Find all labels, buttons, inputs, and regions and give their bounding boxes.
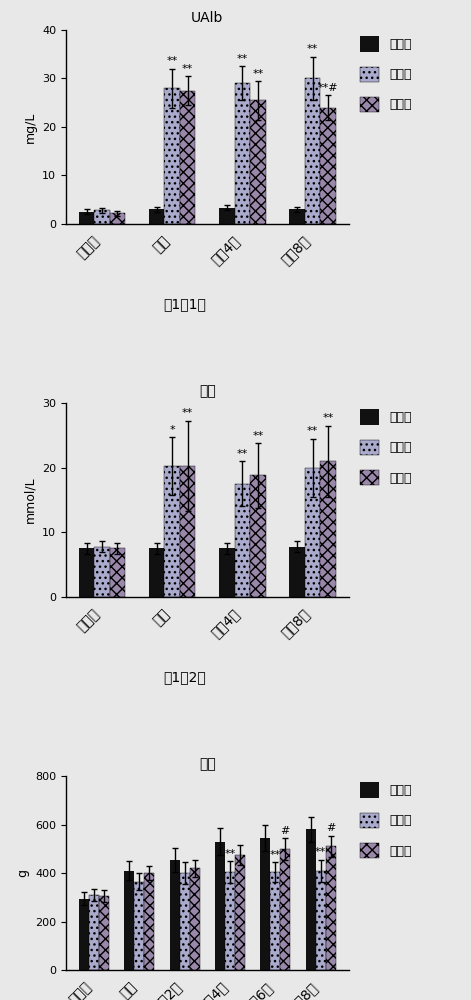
Bar xyxy=(215,842,225,970)
Bar xyxy=(164,88,180,224)
Bar xyxy=(235,855,245,970)
Text: **: ** xyxy=(252,431,263,441)
Bar xyxy=(250,100,266,224)
Bar xyxy=(110,548,125,597)
Bar xyxy=(99,896,109,970)
Bar xyxy=(280,849,290,970)
Text: #: # xyxy=(281,826,290,836)
Bar xyxy=(219,208,235,224)
Bar xyxy=(289,547,305,597)
Y-axis label: mmol/L: mmol/L xyxy=(24,477,37,523)
Text: *: * xyxy=(170,425,175,435)
Text: **: ** xyxy=(270,850,281,860)
Bar xyxy=(170,860,179,970)
Bar xyxy=(94,547,110,597)
Bar xyxy=(134,882,144,970)
Title: 体重: 体重 xyxy=(199,757,216,771)
Bar xyxy=(144,873,154,970)
Text: 图1（1）: 图1（1） xyxy=(163,297,206,311)
Text: **: ** xyxy=(182,408,193,418)
Bar xyxy=(235,484,250,597)
Bar xyxy=(250,475,266,597)
Text: **: ** xyxy=(307,426,318,436)
Bar xyxy=(305,78,320,224)
Bar xyxy=(235,83,250,224)
Text: **: ** xyxy=(182,64,193,74)
Bar xyxy=(219,548,235,597)
Bar xyxy=(79,899,89,970)
Bar xyxy=(320,108,336,224)
Bar xyxy=(189,868,200,970)
Bar xyxy=(180,466,195,597)
Bar xyxy=(149,548,164,597)
Text: **: ** xyxy=(252,69,263,79)
Legend: 正常组, 模型组, 治疗组: 正常组, 模型组, 治疗组 xyxy=(360,36,412,112)
Bar xyxy=(320,461,336,597)
Legend: 正常组, 模型组, 治疗组: 正常组, 模型组, 治疗组 xyxy=(360,782,412,858)
Text: **: ** xyxy=(237,54,248,64)
Title: 血糖: 血糖 xyxy=(199,384,216,398)
Bar xyxy=(124,871,134,970)
Bar xyxy=(305,468,320,597)
Bar xyxy=(306,829,316,970)
Bar xyxy=(179,873,189,970)
Bar xyxy=(326,846,336,970)
Text: **: ** xyxy=(307,44,318,54)
Bar xyxy=(260,838,270,970)
Bar xyxy=(79,212,94,224)
Bar xyxy=(164,466,180,597)
Bar xyxy=(289,209,305,224)
Text: **: ** xyxy=(322,413,333,423)
Bar xyxy=(110,213,125,224)
Text: **: ** xyxy=(167,56,178,66)
Bar xyxy=(180,91,195,224)
Text: **: ** xyxy=(224,849,236,859)
Bar xyxy=(225,872,235,970)
Y-axis label: mg/L: mg/L xyxy=(24,111,37,143)
Text: **: ** xyxy=(237,449,248,459)
Title: UAlb: UAlb xyxy=(191,11,223,25)
Text: #: # xyxy=(326,823,335,833)
Legend: 正常组, 模型组, 治疗组: 正常组, 模型组, 治疗组 xyxy=(360,409,412,485)
Bar xyxy=(316,871,326,970)
Y-axis label: g: g xyxy=(16,869,30,877)
Text: 图1（2）: 图1（2） xyxy=(163,671,206,685)
Bar xyxy=(79,548,94,597)
Bar xyxy=(270,872,280,970)
Text: **#: **# xyxy=(317,83,338,93)
Bar xyxy=(149,209,164,224)
Bar xyxy=(89,895,99,970)
Text: **: ** xyxy=(315,847,326,857)
Bar xyxy=(94,210,110,224)
